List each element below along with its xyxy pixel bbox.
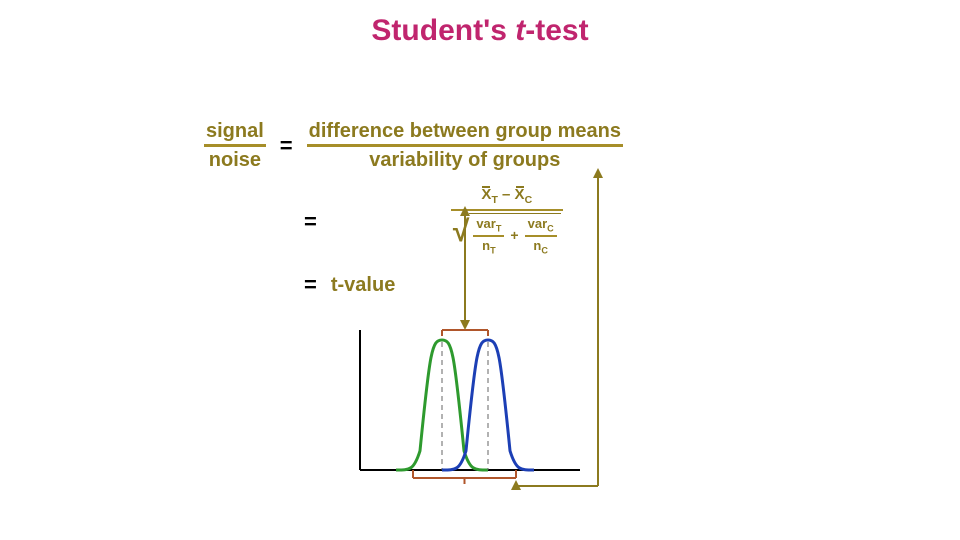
n-c: nC <box>525 238 557 257</box>
var-t-over-n-t: varT nT <box>473 216 504 257</box>
equals-1: = <box>266 133 307 159</box>
var-t-text: var <box>476 216 496 231</box>
xbar-c: X <box>515 187 525 204</box>
diff-var-fraction: difference between group means variabili… <box>307 120 623 171</box>
n-c-sub: C <box>541 245 548 255</box>
formula-block: signal noise = difference between group … <box>204 120 764 314</box>
tstat-denominator: √ varT nT + varC nC <box>451 213 563 257</box>
plus: + <box>504 228 524 243</box>
formula-line-3: = t-value <box>204 272 764 298</box>
xbar-c-x: X <box>515 186 525 203</box>
frac-bot-noise: noise <box>204 149 266 171</box>
var-c: varC <box>525 216 557 235</box>
equals-2: = <box>290 209 331 235</box>
formula-line-1: signal noise = difference between group … <box>204 120 764 171</box>
frac-top-diff: difference between group means <box>307 120 623 142</box>
var-c-text: var <box>528 216 548 231</box>
xbar-t-x: X <box>481 186 491 203</box>
title-part3: -test <box>525 14 588 47</box>
title-part1: Student's <box>371 14 515 47</box>
var-t-sub: T <box>496 223 502 233</box>
var-t: varT <box>473 216 504 235</box>
signal-noise-fraction: signal noise <box>204 120 266 171</box>
frac-bot-var: variability of groups <box>307 149 623 171</box>
formula-line-2: = XT – XC √ varT nT + <box>204 187 764 256</box>
bell-curves-svg <box>340 320 600 495</box>
frac-top-signal: signal <box>204 120 266 142</box>
sqrt-sign: √ <box>453 213 469 257</box>
tstat-fraction: XT – XC √ varT nT + varC <box>451 187 563 256</box>
tstat-numerator: XT – XC <box>451 187 563 207</box>
minus: – <box>498 186 515 203</box>
title-part-italic: t <box>515 14 525 47</box>
n-t-sub: T <box>490 245 496 255</box>
var-c-sub: C <box>547 223 554 233</box>
var-c-over-n-c: varC nC <box>525 216 557 257</box>
slide-title: Student's t-test <box>0 14 960 48</box>
sqrt: √ varT nT + varC nC <box>453 213 561 257</box>
n-t: nT <box>473 238 504 257</box>
sqrt-body: varT nT + varC nC <box>469 213 560 257</box>
bell-curves-plot <box>340 320 600 480</box>
n-t-text: n <box>482 238 490 253</box>
t-value-label: t-value <box>331 274 395 297</box>
sub-c: C <box>525 194 533 206</box>
equals-3: = <box>290 272 331 298</box>
xbar-t: X <box>481 187 491 204</box>
